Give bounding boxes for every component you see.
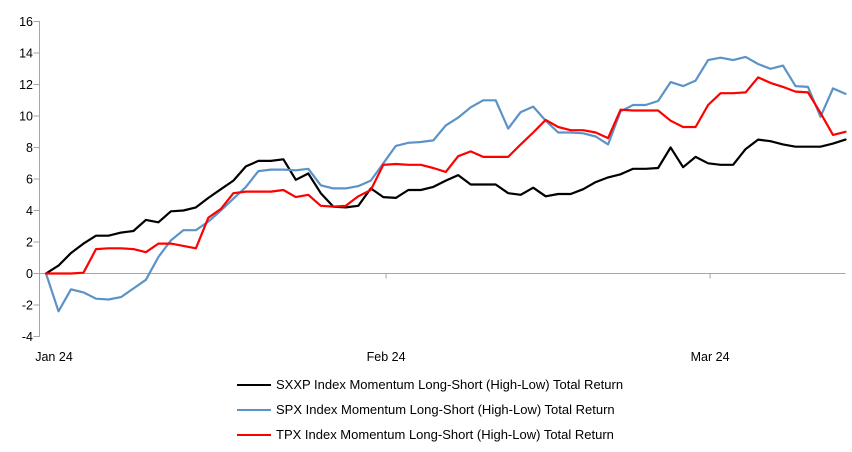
x-tick-label: Jan 24: [35, 350, 73, 364]
legend-item-sxxp: SXXP Index Momentum Long-Short (High-Low…: [237, 372, 623, 397]
y-tick-label: 8: [26, 141, 33, 155]
y-tick-label: 2: [26, 236, 33, 250]
y-tick-label: 16: [19, 15, 33, 29]
legend-item-tpx: TPX Index Momentum Long-Short (High-Low)…: [237, 422, 623, 447]
y-tick-label: 12: [19, 78, 33, 92]
tpx-line-swatch: [237, 433, 271, 436]
tpx-legend-label: TPX Index Momentum Long-Short (High-Low)…: [276, 427, 614, 442]
y-tick-label: -4: [22, 330, 33, 344]
y-tick-label: 14: [19, 47, 33, 61]
y-tick-label: 10: [19, 110, 33, 124]
spx-legend-label: SPX Index Momentum Long-Short (High-Low)…: [276, 402, 615, 417]
y-tick-label: 0: [26, 267, 33, 281]
x-tick-label: Feb 24: [367, 350, 406, 364]
y-tick-label: -2: [22, 299, 33, 313]
sxxp-line-swatch: [237, 383, 271, 386]
y-tick-label: 4: [26, 204, 33, 218]
legend-item-spx: SPX Index Momentum Long-Short (High-Low)…: [237, 397, 623, 422]
legend: SXXP Index Momentum Long-Short (High-Low…: [237, 372, 623, 447]
spx-series-line: [44, 55, 847, 313]
sxxp-series-line: [44, 138, 847, 275]
y-tick-label: 6: [26, 173, 33, 187]
spx-line-swatch: [237, 408, 271, 411]
x-tick-label: Mar 24: [691, 350, 730, 364]
tpx-series-line: [44, 76, 847, 275]
sxxp-legend-label: SXXP Index Momentum Long-Short (High-Low…: [276, 377, 624, 392]
